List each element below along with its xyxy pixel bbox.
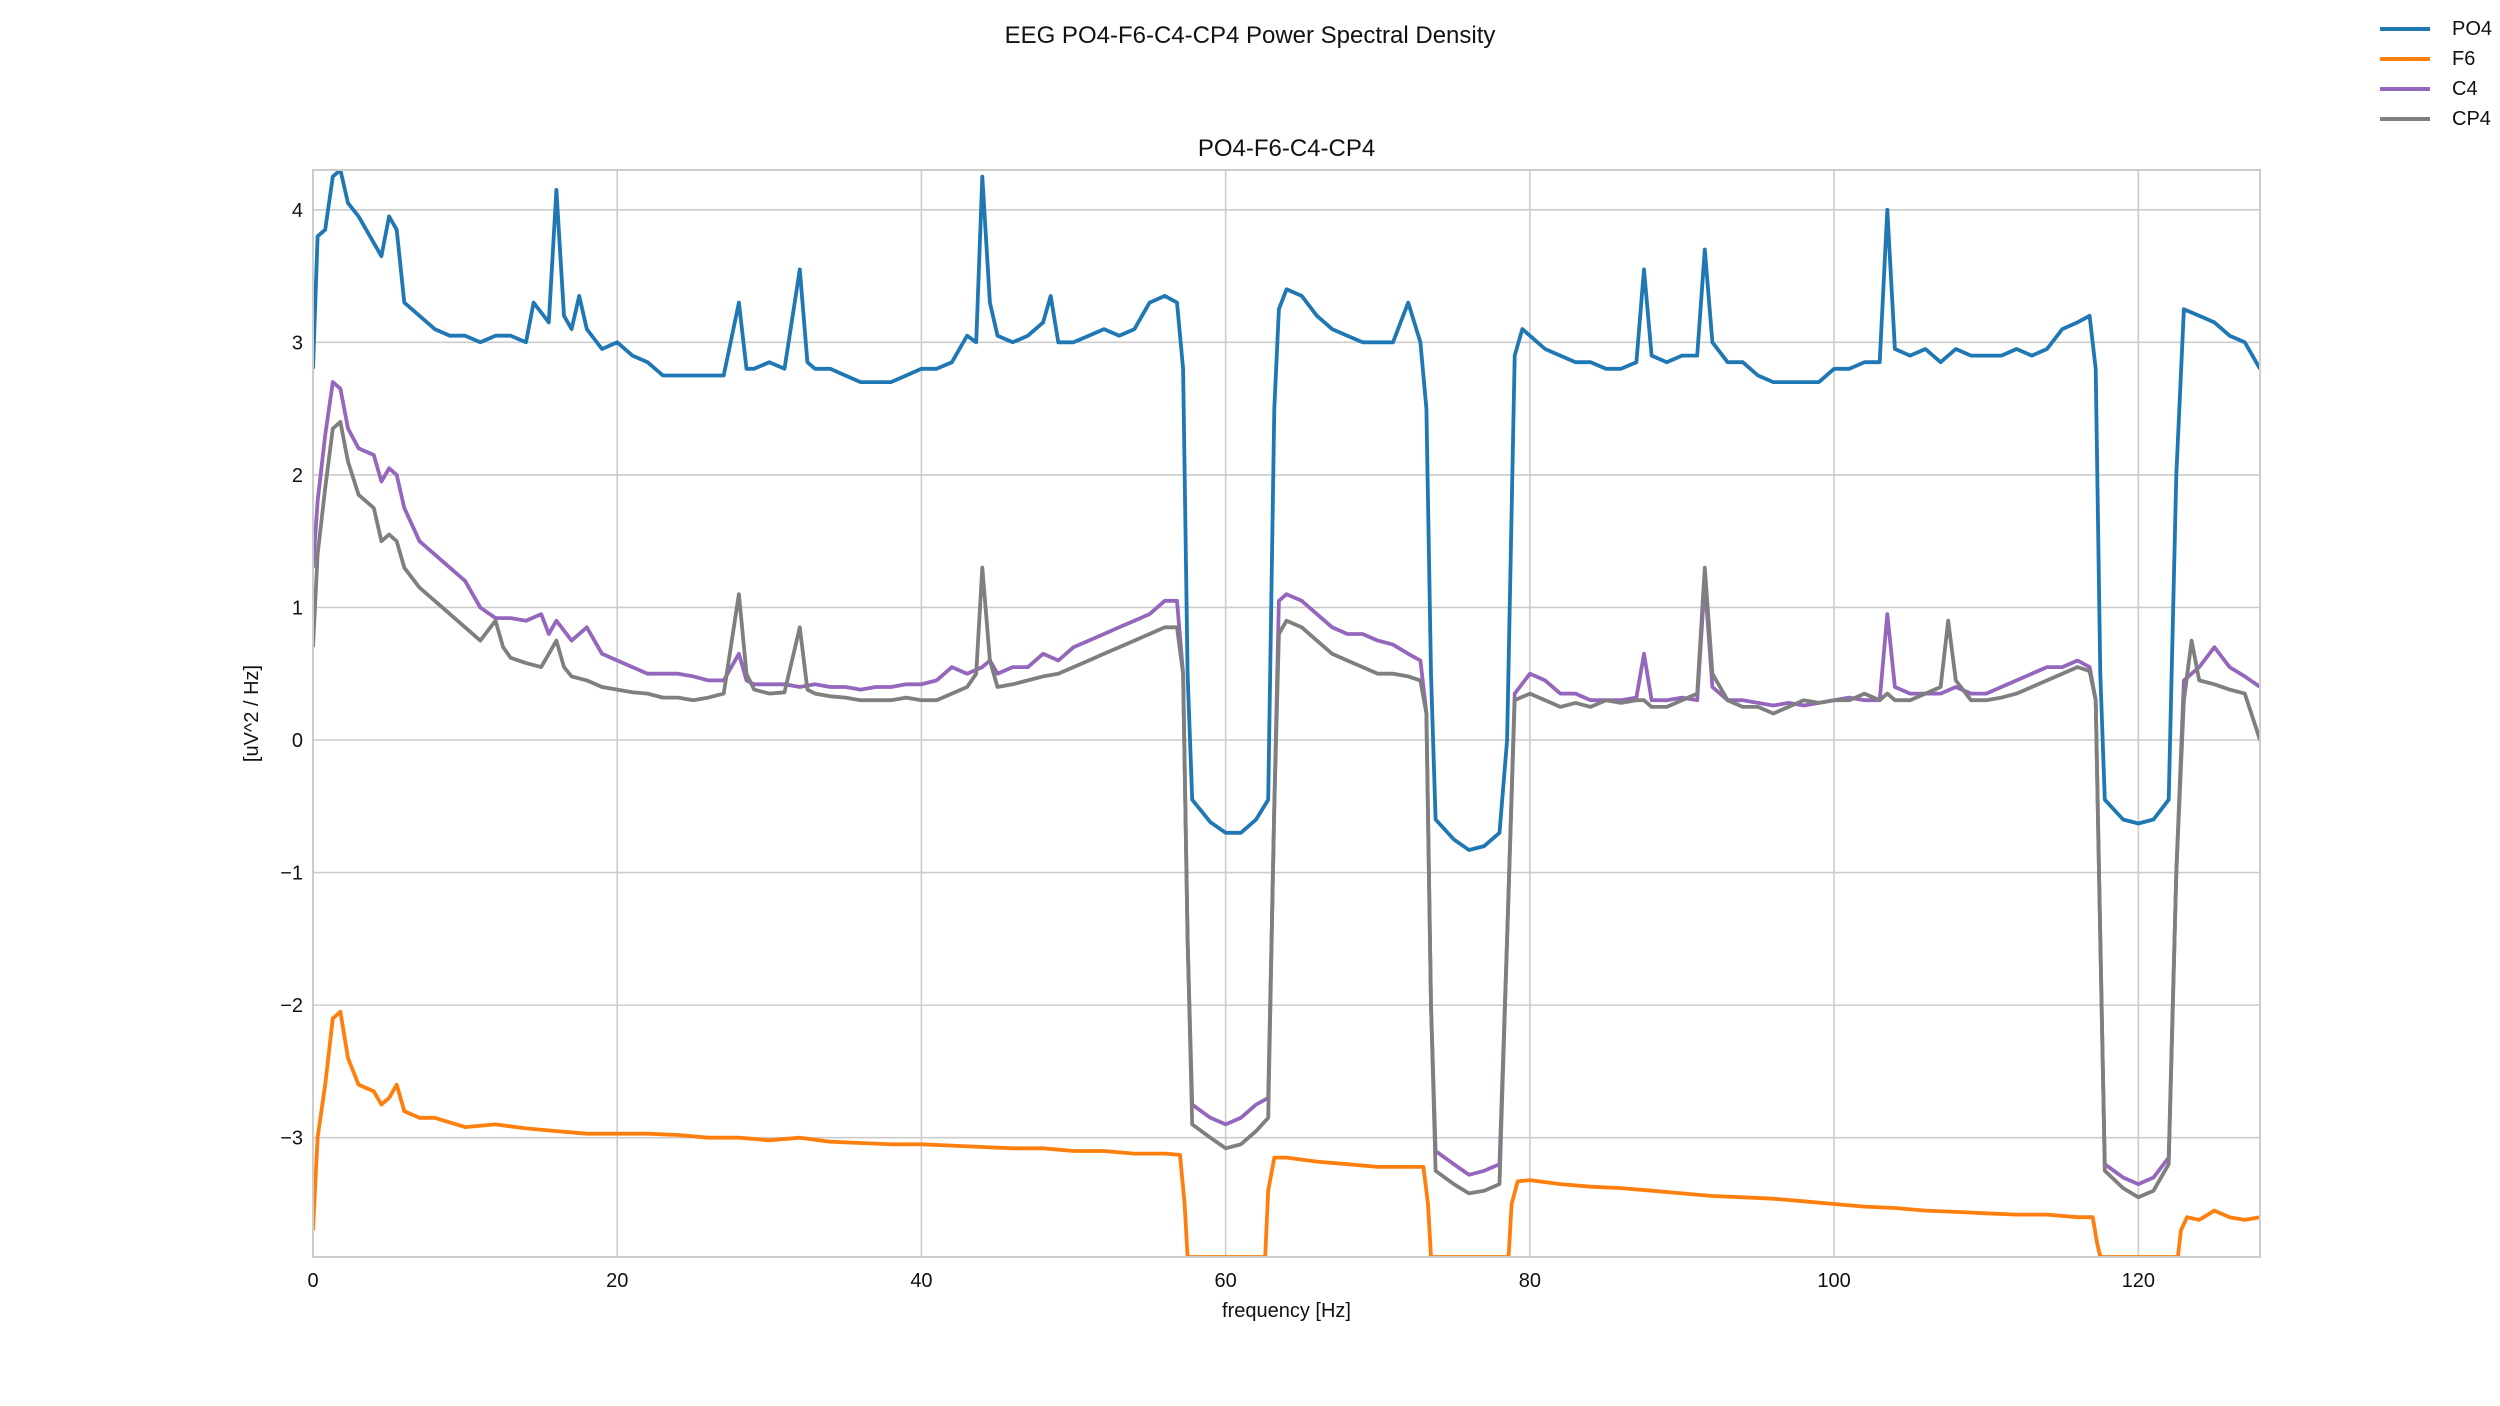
legend-swatch-po4 — [2380, 27, 2430, 31]
plot-frame — [312, 169, 2261, 1258]
x-tick-label: 80 — [1519, 1270, 1541, 1292]
y-axis-label: [uV^2 / Hz] — [241, 665, 263, 762]
legend-label-c4: C4 — [2452, 77, 2478, 100]
x-tick-label: 40 — [910, 1270, 932, 1292]
series-line-f6 — [313, 1009, 2260, 1257]
x-tick-label: 0 — [307, 1270, 318, 1292]
legend: PO4 F6 C4 CP4 — [2380, 14, 2492, 134]
figure-suptitle: EEG PO4-F6-C4-CP4 Power Spectral Density — [1004, 22, 1496, 49]
series-line-c4 — [313, 380, 2260, 1186]
x-tick-label: 60 — [1215, 1270, 1237, 1292]
x-axis-label: frequency [Hz] — [1222, 1300, 1351, 1322]
legend-label-po4: PO4 — [2452, 17, 2493, 40]
y-tick-label: 2 — [292, 465, 303, 487]
legend-item-po4: PO4 — [2380, 14, 2492, 44]
tick-labels: 0 20 40 60 80 100 120 4 3 2 1 0 −1 −2 −3 — [280, 200, 2155, 1292]
legend-item-c4: C4 — [2380, 74, 2492, 104]
grid — [312, 170, 2260, 1257]
y-tick-label: 0 — [292, 730, 303, 752]
legend-label-f6: F6 — [2452, 47, 2476, 70]
legend-item-f6: F6 — [2380, 44, 2492, 74]
x-tick-label: 100 — [1817, 1270, 1850, 1292]
plot-title: PO4-F6-C4-CP4 — [1198, 135, 1375, 162]
y-tick-label: −1 — [280, 863, 303, 885]
series-layer — [313, 170, 2260, 1257]
legend-label-cp4: CP4 — [2452, 107, 2491, 130]
y-tick-label: −2 — [280, 995, 303, 1017]
legend-swatch-c4 — [2380, 87, 2430, 91]
legend-swatch-cp4 — [2380, 117, 2430, 121]
y-tick-label: 1 — [292, 597, 303, 619]
legend-item-cp4: CP4 — [2380, 104, 2492, 134]
x-tick-label: 120 — [2122, 1270, 2155, 1292]
series-line-po4 — [313, 170, 2260, 852]
series-line-cp4 — [313, 420, 2260, 1200]
legend-swatch-f6 — [2380, 57, 2430, 61]
y-tick-label: 3 — [292, 332, 303, 354]
y-tick-label: −3 — [280, 1128, 303, 1150]
x-tick-label: 20 — [606, 1270, 628, 1292]
y-tick-label: 4 — [292, 200, 303, 222]
